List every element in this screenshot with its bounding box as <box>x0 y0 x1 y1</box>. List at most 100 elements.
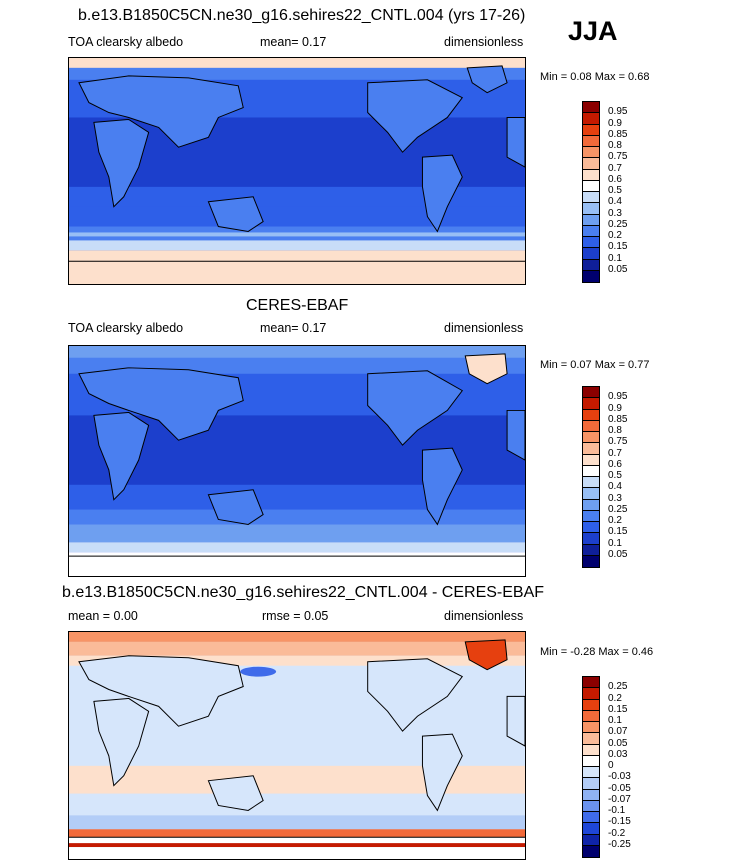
panel-1-colorbar <box>582 101 600 283</box>
colorbar-swatch <box>583 488 599 500</box>
panel-2-title: CERES-EBAF <box>246 297 349 314</box>
colorbar-tick-label: 0.6 <box>608 458 622 470</box>
colorbar-tick-label: 0.03 <box>608 748 628 760</box>
colorbar-tick-label: 0.1 <box>608 252 622 264</box>
panel-1-minmax: Min = 0.08 Max = 0.68 <box>540 71 650 83</box>
season-label: JJA <box>568 16 618 46</box>
colorbar-tick-label: 0.15 <box>608 526 628 538</box>
colorbar-tick-label: 0.75 <box>608 151 628 163</box>
panel-1-colorbar-labels: 0.95 0.9 0.85 0.8 0.75 0.7 0.6 0.5 0.4 0.3 0.25 0.2… <box>608 101 648 283</box>
colorbar-swatch <box>583 834 599 846</box>
colorbar-swatch <box>583 733 599 745</box>
colorbar-swatch <box>583 113 599 125</box>
colorbar-swatch <box>583 465 599 477</box>
panel-2-colorbar <box>582 386 600 568</box>
colorbar-swatch <box>583 510 599 522</box>
colorbar-tick-label: -0.03 <box>608 771 631 783</box>
colorbar-tick-label: 0.05 <box>608 548 628 560</box>
panel-3-colorbar <box>582 676 600 858</box>
colorbar-swatch <box>583 789 599 801</box>
colorbar-swatch <box>583 169 599 181</box>
panel-3-rmse-label: rmse = 0.05 <box>262 609 329 623</box>
colorbar-tick-label: 0.7 <box>608 447 622 459</box>
colorbar-swatch <box>583 533 599 545</box>
panel-3-mean-label: mean = 0.00 <box>68 609 138 623</box>
colorbar-swatch <box>583 499 599 511</box>
colorbar-tick-label: 0.3 <box>608 207 622 219</box>
panel-2-mean-label: mean= 0.17 <box>260 321 327 335</box>
colorbar-swatch <box>583 677 599 689</box>
colorbar-swatch <box>583 259 599 271</box>
panel-1-variable-label: TOA clearsky albedo <box>68 35 184 49</box>
colorbar-swatch <box>583 544 599 556</box>
colorbar-swatch <box>583 270 599 282</box>
colorbar-swatch <box>583 387 599 399</box>
colorbar-tick-label: -0.1 <box>608 805 626 816</box>
colorbar-swatch <box>583 214 599 226</box>
colorbar-swatch <box>583 225 599 237</box>
panel-2-minmax: Min = 0.07 Max = 0.77 <box>540 359 650 371</box>
colorbar-tick-label: 0.4 <box>608 481 622 493</box>
colorbar-swatch <box>583 409 599 421</box>
panel-2-colorbar-labels: 0.95 0.9 0.85 0.8 0.75 0.7 0.6 0.5 0.4 0.3 0.25 0.2… <box>608 386 648 568</box>
panel-3-map <box>68 631 526 860</box>
colorbar-tick-label: 0 <box>608 760 614 771</box>
colorbar-tick-label: 0.85 <box>608 128 628 140</box>
colorbar-swatch <box>583 800 599 812</box>
colorbar-swatch <box>583 755 599 767</box>
colorbar-tick-label: 0.2 <box>608 692 622 704</box>
colorbar-tick-label: 0.07 <box>608 726 628 738</box>
colorbar-swatch <box>583 823 599 835</box>
colorbar-tick-label: 0.25 <box>608 503 628 515</box>
colorbar-tick-label: 0.8 <box>608 140 622 151</box>
colorbar-tick-label: 0.75 <box>608 436 628 448</box>
colorbar-tick-label: 0.1 <box>608 715 622 726</box>
colorbar-swatch <box>583 147 599 159</box>
colorbar-swatch <box>583 744 599 756</box>
colorbar-tick-label: -0.07 <box>608 793 631 805</box>
colorbar-tick-label: -0.15 <box>608 816 631 828</box>
colorbar-swatch <box>583 124 599 136</box>
colorbar-swatch <box>583 135 599 147</box>
colorbar-swatch <box>583 443 599 455</box>
panel-1-map <box>68 57 526 285</box>
colorbar-tick-label: 0.1 <box>608 537 622 549</box>
colorbar-tick-label: 0.9 <box>608 117 622 129</box>
colorbar-swatch <box>583 688 599 700</box>
colorbar-tick-label: 0.5 <box>608 185 622 196</box>
colorbar-swatch <box>583 203 599 215</box>
colorbar-tick-label: 0.95 <box>608 106 628 118</box>
panel-2-units-label: dimensionless <box>444 321 524 335</box>
colorbar-swatch <box>583 192 599 204</box>
panel-1-title: b.e13.B1850C5CN.ne30_g16.sehires22_CNTL.… <box>78 7 526 24</box>
panel-1-mean-label: mean= 0.17 <box>260 35 327 49</box>
colorbar-tick-label: -0.2 <box>608 827 626 839</box>
colorbar-tick-label: 0.6 <box>608 173 622 185</box>
colorbar-swatch <box>583 767 599 779</box>
colorbar-tick-label: 0.05 <box>608 737 628 749</box>
panel-3-title: b.e13.B1850C5CN.ne30_g16.sehires22_CNTL.… <box>62 584 545 601</box>
colorbar-tick-label: 0.2 <box>608 515 622 526</box>
colorbar-swatch <box>583 522 599 534</box>
colorbar-swatch <box>583 454 599 466</box>
colorbar-swatch <box>583 102 599 114</box>
colorbar-swatch <box>583 432 599 444</box>
panel-3-minmax: Min = -0.28 Max = 0.46 <box>540 646 654 658</box>
colorbar-swatch <box>583 398 599 410</box>
colorbar-swatch <box>583 722 599 734</box>
panel-1-map-svg <box>69 58 525 284</box>
colorbar-tick-label: 0.15 <box>608 241 628 253</box>
colorbar-swatch <box>583 477 599 489</box>
colorbar-swatch <box>583 845 599 857</box>
colorbar-tick-label: 0.4 <box>608 196 622 208</box>
colorbar-tick-label: -0.05 <box>608 782 631 794</box>
colorbar-tick-label: 0.15 <box>608 703 628 715</box>
panel-2-variable-label: TOA clearsky albedo <box>68 321 184 335</box>
colorbar-swatch <box>583 248 599 260</box>
colorbar-swatch <box>583 778 599 790</box>
colorbar-tick-label: 0.95 <box>608 391 628 403</box>
panel-3-map-svg <box>69 632 525 859</box>
panel-2-map <box>68 345 526 577</box>
colorbar-tick-label: 0.7 <box>608 162 622 174</box>
colorbar-tick-label: 0.2 <box>608 230 622 241</box>
